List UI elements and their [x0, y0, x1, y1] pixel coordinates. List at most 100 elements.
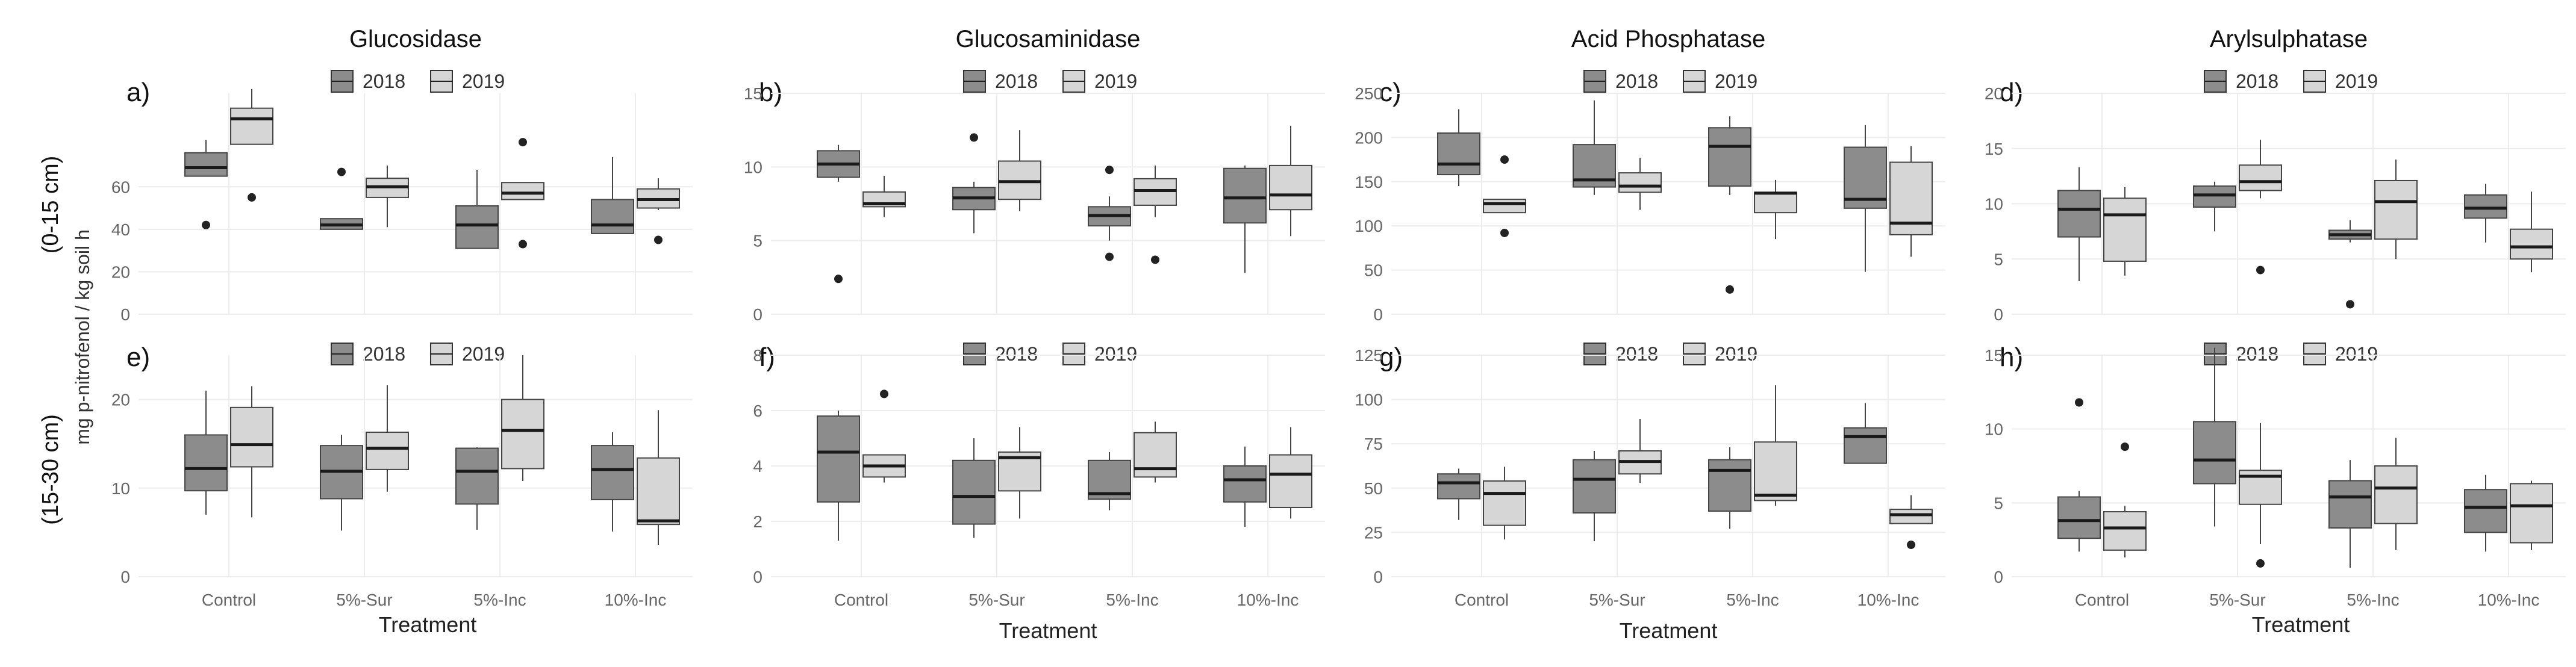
box-2018-5%-Sur	[1573, 100, 1616, 195]
outlier-point	[202, 220, 210, 229]
panel-title: Glucosaminidase	[956, 26, 1141, 52]
outlier-point	[337, 167, 346, 176]
x-tick-label: 5%-Inc	[1726, 591, 1779, 609]
y-tick-label: 10	[1985, 195, 2003, 214]
box-2018-5%-Inc	[1088, 452, 1131, 510]
y-tick-label: 40	[111, 220, 130, 239]
x-tick-label: 5%-Inc	[1106, 591, 1158, 609]
box-2019-Control	[862, 176, 906, 217]
iqr-box	[2239, 164, 2282, 191]
box-2019-5%-Inc	[1754, 179, 1797, 240]
box-2018-10%-Inc	[1844, 125, 1887, 272]
x-tick-label: 5%-Sur	[2209, 591, 2265, 609]
y-tick-label: 0	[753, 568, 763, 586]
outlier-point	[1907, 541, 1915, 550]
box-2019-Control	[1483, 155, 1526, 237]
panel-letter: g)	[1379, 343, 1403, 372]
x-tick-label: Control	[1455, 591, 1509, 609]
legend-label-2019: 2019	[1094, 343, 1137, 365]
outlier-point	[519, 138, 527, 147]
panel-b: Glucosaminidase b) 2018 2019 0 5 10 15	[744, 26, 1325, 324]
panel-letter: f)	[759, 343, 775, 372]
y-tick-label: 20	[111, 262, 130, 281]
x-tick-label: 5%-Inc	[2347, 591, 2399, 609]
iqr-box	[1708, 459, 1751, 512]
x-axis-title: Treatment	[999, 618, 1097, 643]
y-tick-label: 0	[120, 568, 130, 586]
iqr-box	[230, 406, 273, 468]
y-tick-label: 50	[1364, 261, 1383, 280]
panel-letter: c)	[1379, 78, 1402, 107]
panel-c: Acid Phosphatase c) 2018 2019 0 50 100 150 200 25…	[1355, 26, 1945, 324]
box-2018-Control	[184, 390, 228, 515]
y-tick-label: 125	[1355, 346, 1383, 365]
iqr-box	[2328, 480, 2372, 529]
iqr-box	[1223, 465, 1267, 503]
box-2019-5%-Sur	[1618, 418, 1662, 483]
x-tick-label: 10%-Inc	[2478, 591, 2540, 609]
iqr-box	[1889, 509, 1933, 524]
box-2018-5%-Sur	[952, 438, 996, 538]
iqr-box	[2193, 185, 2236, 208]
iqr-box	[1483, 199, 1526, 214]
x-tick-label: 10%-Inc	[605, 591, 667, 609]
iqr-box	[1618, 172, 1662, 193]
box-2018-5%-Inc	[455, 447, 499, 530]
box-2019-5%-Inc	[1134, 165, 1177, 264]
legend-label-2018: 2018	[995, 70, 1038, 92]
outlier-point	[834, 275, 843, 284]
x-tick-label: 5%-Inc	[473, 591, 526, 609]
legend-label-2018: 2018	[1615, 70, 1658, 92]
panel-letter: a)	[126, 78, 150, 107]
box-2018-5%-Inc	[2328, 220, 2372, 309]
box-2018-Control	[2057, 167, 2101, 281]
box-2019-5%-Sur	[366, 165, 409, 228]
iqr-box	[1573, 459, 1616, 514]
x-tick-label: 10%-Inc	[1857, 591, 1920, 609]
iqr-box	[591, 199, 634, 234]
outlier-point	[1151, 255, 1159, 264]
box-2019-10%-Inc	[2510, 480, 2553, 550]
x-tick-label: 5%-Sur	[336, 591, 392, 609]
iqr-box	[1708, 127, 1751, 187]
y-tick-label: 20	[111, 391, 130, 409]
x-tick-label: 5%-Sur	[1589, 591, 1645, 609]
box-2019-5%-Inc	[501, 355, 544, 482]
outlier-point	[2256, 265, 2265, 275]
box-2019-10%-Inc	[1889, 146, 1933, 257]
iqr-box	[1269, 164, 1312, 211]
box-2018-5%-Sur	[952, 133, 996, 234]
panel-h: h) 2018 2019 0 5 10 15 Control 5%-Sur 5%-Inc 10%-I…	[1985, 343, 2566, 637]
panel-letter: b)	[759, 78, 782, 107]
y-tick-label: 0	[1994, 305, 2003, 324]
box-2018-5%-Inc	[2328, 460, 2372, 568]
box-2019-5%-Inc	[1754, 385, 1797, 506]
box-2019-5%-Inc	[501, 138, 544, 249]
panel-letter: h)	[2000, 343, 2023, 372]
outlier-point	[2346, 300, 2354, 309]
iqr-box	[1754, 191, 1797, 214]
box-2018-5%-Inc	[455, 170, 499, 249]
box-2018-Control	[2057, 398, 2101, 552]
y-tick-label: 0	[1373, 305, 1383, 324]
y-tick-label: 200	[1355, 128, 1383, 147]
box-2019-10%-Inc	[1889, 495, 1933, 550]
iqr-box	[501, 399, 544, 470]
y-tick-label: 0	[1373, 568, 1383, 586]
box-2018-10%-Inc	[1223, 165, 1267, 273]
outlier-point	[2121, 442, 2129, 451]
iqr-box	[2464, 489, 2507, 533]
legend-label-2018: 2018	[2236, 70, 2278, 92]
y-tick-label: 15	[1985, 346, 2003, 365]
iqr-box	[2103, 197, 2147, 262]
box-2018-5%-Sur	[320, 167, 363, 230]
box-2019-5%-Sur	[2239, 140, 2282, 275]
iqr-box	[455, 205, 499, 249]
iqr-box	[952, 459, 996, 525]
y-tick-label: 100	[1355, 391, 1383, 409]
box-2019-5%-Sur	[366, 385, 409, 492]
iqr-box	[1134, 432, 1177, 478]
panel-title: Acid Phosphatase	[1571, 26, 1765, 52]
legend-label-2019: 2019	[1715, 343, 1757, 365]
